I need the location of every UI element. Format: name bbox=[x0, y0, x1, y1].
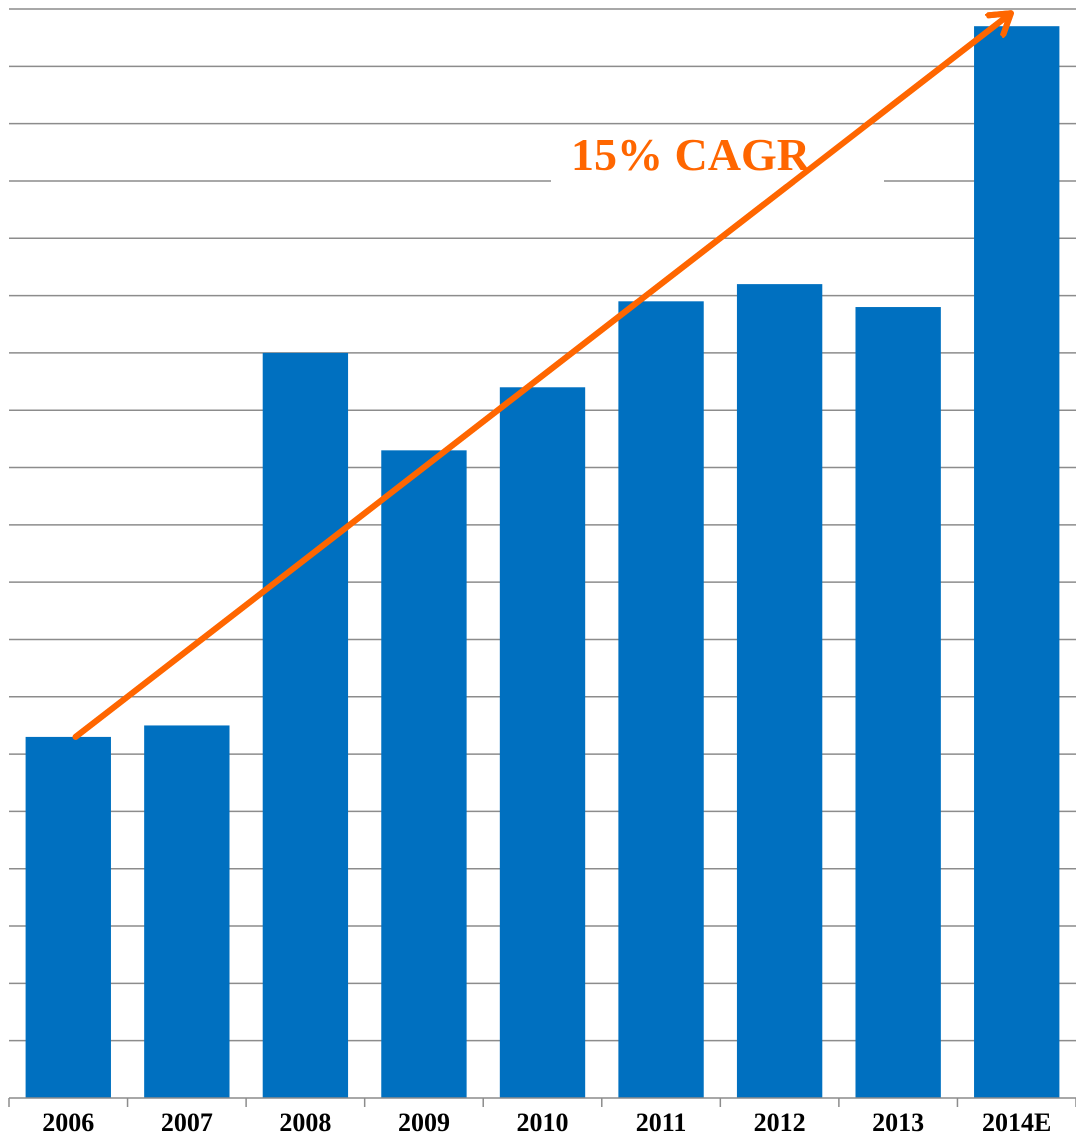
x-tick-labels: 2006 2007 2008 2009 2010 2011 2012 2013 2014E bbox=[42, 1108, 1051, 1137]
cagr-arrow-overlay bbox=[72, 15, 1009, 740]
x-axis bbox=[8, 1097, 1076, 1107]
cagr-label: 15% CAGR bbox=[571, 129, 811, 180]
x-tick-label: 2013 bbox=[872, 1108, 924, 1137]
x-tick-label: 2006 bbox=[42, 1108, 94, 1137]
x-tick-label: 2014E bbox=[982, 1108, 1051, 1137]
x-tick-label: 2007 bbox=[161, 1108, 213, 1137]
x-tick-label: 2010 bbox=[517, 1108, 569, 1137]
x-tick-label: 2009 bbox=[398, 1108, 450, 1137]
bar-2013 bbox=[855, 307, 941, 1098]
bar-2009 bbox=[381, 450, 467, 1099]
x-tick-label: 2011 bbox=[636, 1108, 687, 1137]
bar-2010 bbox=[499, 387, 586, 1099]
x-tick-label: 2008 bbox=[279, 1108, 331, 1137]
bars bbox=[25, 26, 1060, 1099]
bar-2008 bbox=[262, 352, 349, 1098]
bar-2007 bbox=[144, 725, 230, 1098]
bar-2006 bbox=[25, 736, 111, 1098]
bar-2011 bbox=[618, 301, 704, 1098]
bar-2014E bbox=[974, 26, 1060, 1099]
bar-2012 bbox=[736, 284, 823, 1098]
x-tick-label: 2012 bbox=[754, 1108, 806, 1137]
cagr-annotation: 15% CAGR bbox=[72, 15, 1009, 740]
